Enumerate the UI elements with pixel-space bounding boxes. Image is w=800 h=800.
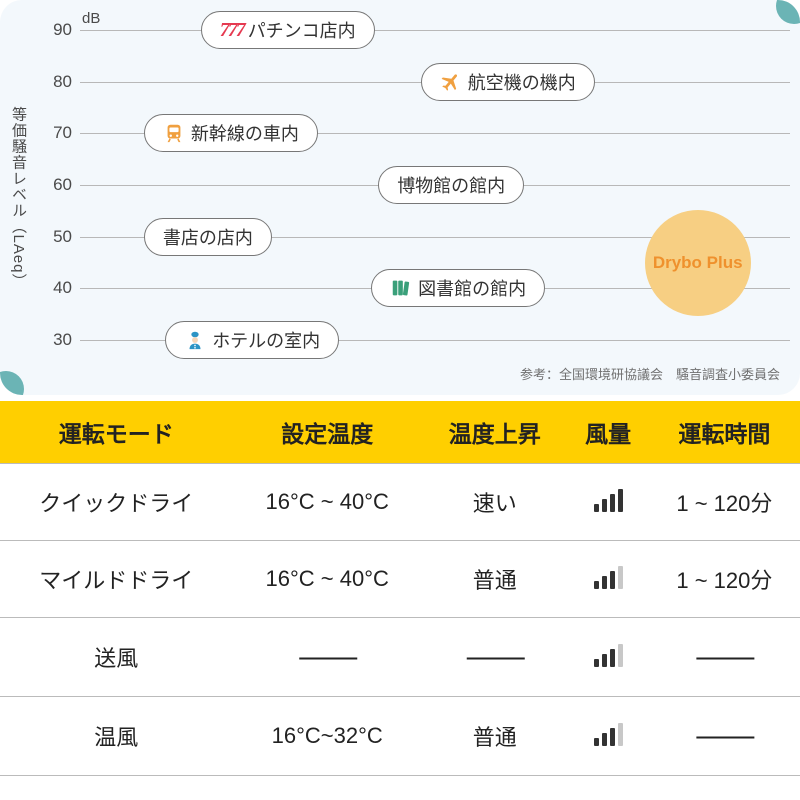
airflow-bars-icon: [594, 563, 623, 589]
y-tick-label: 70: [53, 123, 72, 143]
modes-table: 運転モード設定温度温度上昇風量運転時間 クイックドライ16°C ~ 40°C速い…: [0, 401, 800, 776]
cell-mode: クイックドライ: [0, 464, 232, 541]
bellboy-icon: [184, 329, 206, 351]
chart-plot-area: 30405060708090777パチンコ店内航空機の機内新幹線の車内博物館の館…: [80, 30, 790, 340]
table-header: 運転モード: [0, 401, 232, 464]
cell-temp: 16°C ~ 40°C: [232, 464, 422, 541]
table-header: 運転時間: [649, 401, 800, 464]
y-tick-label: 50: [53, 227, 72, 247]
cell-airflow: [568, 541, 649, 618]
noise-bubble-label: 航空機の機内: [468, 69, 576, 95]
cell-temp: 16°C~32°C: [232, 697, 422, 776]
cell-time: ——: [649, 618, 800, 697]
cell-rise: ——: [422, 618, 568, 697]
noise-bubble-label: 書店の店内: [163, 224, 253, 250]
noise-level-chart: 等価騒音レベル（LAeq） dB 30 40 50 60 70 80 90 777 パチンコ店内…: [0, 0, 800, 395]
noise-bubble: 図書館の館内: [371, 269, 545, 307]
noise-bubble-label: 博物館の館内: [397, 172, 505, 198]
y-axis-title: 等価騒音レベル（LAeq）: [8, 106, 29, 289]
cell-mode: マイルドドライ: [0, 541, 232, 618]
noise-bubble: ホテルの室内: [165, 321, 339, 359]
y-tick-label: 30: [53, 330, 72, 350]
y-tick-label: 90: [53, 20, 72, 40]
table-header: 設定温度: [232, 401, 422, 464]
cell-time: ——: [649, 697, 800, 776]
train-icon: [163, 122, 185, 144]
y-tick-label: 80: [53, 72, 72, 92]
y-tick-label: 60: [53, 175, 72, 195]
cell-temp: ——: [232, 618, 422, 697]
cell-mode: 温風: [0, 697, 232, 776]
table-row: 送風——————: [0, 618, 800, 697]
table-row: 温風16°C~32°C普通 ——: [0, 697, 800, 776]
noise-bubble: 777 パチンコ店内: [201, 11, 375, 49]
chart-source-note: 参考：全国環境研協議会 騒音調査小委員会: [520, 364, 780, 383]
noise-bubble: 航空機の機内: [421, 63, 595, 101]
cell-airflow: [568, 618, 649, 697]
cell-airflow: [568, 697, 649, 776]
unit-label: dB: [82, 10, 100, 27]
cell-temp: 16°C ~ 40°C: [232, 541, 422, 618]
noise-bubble: 博物館の館内: [378, 166, 524, 204]
drybo-plus-marker: Drybo Plus: [645, 210, 751, 316]
noise-bubble-label: 新幹線の車内: [191, 120, 299, 146]
books-icon: [390, 277, 412, 299]
cell-mode: 送風: [0, 618, 232, 697]
noise-bubble-label: パチンコ店内: [248, 17, 356, 43]
noise-bubble-label: ホテルの室内: [212, 327, 320, 353]
pachinko-777-icon: 777: [220, 19, 242, 41]
table-row: マイルドドライ16°C ~ 40°C普通 1 ~ 120分: [0, 541, 800, 618]
table-header: 風量: [568, 401, 649, 464]
cell-rise: 普通: [422, 697, 568, 776]
table-row: クイックドライ16°C ~ 40°C速い 1 ~ 120分: [0, 464, 800, 541]
cell-rise: 普通: [422, 541, 568, 618]
noise-bubble: 書店の店内: [144, 218, 272, 256]
airflow-bars-icon: [594, 720, 623, 746]
noise-bubble-label: 図書館の館内: [418, 275, 526, 301]
decorative-corner-dot: [776, 0, 800, 24]
airflow-bars-icon: [594, 641, 623, 667]
y-tick-label: 40: [53, 278, 72, 298]
airflow-bars-icon: [594, 486, 623, 512]
gridline: [80, 30, 790, 31]
cell-time: 1 ~ 120分: [649, 541, 800, 618]
decorative-corner-dot: [0, 371, 24, 395]
cell-time: 1 ~ 120分: [649, 464, 800, 541]
table-header: 温度上昇: [422, 401, 568, 464]
cell-airflow: [568, 464, 649, 541]
cell-rise: 速い: [422, 464, 568, 541]
noise-bubble: 新幹線の車内: [144, 114, 318, 152]
plane-icon: [440, 71, 462, 93]
